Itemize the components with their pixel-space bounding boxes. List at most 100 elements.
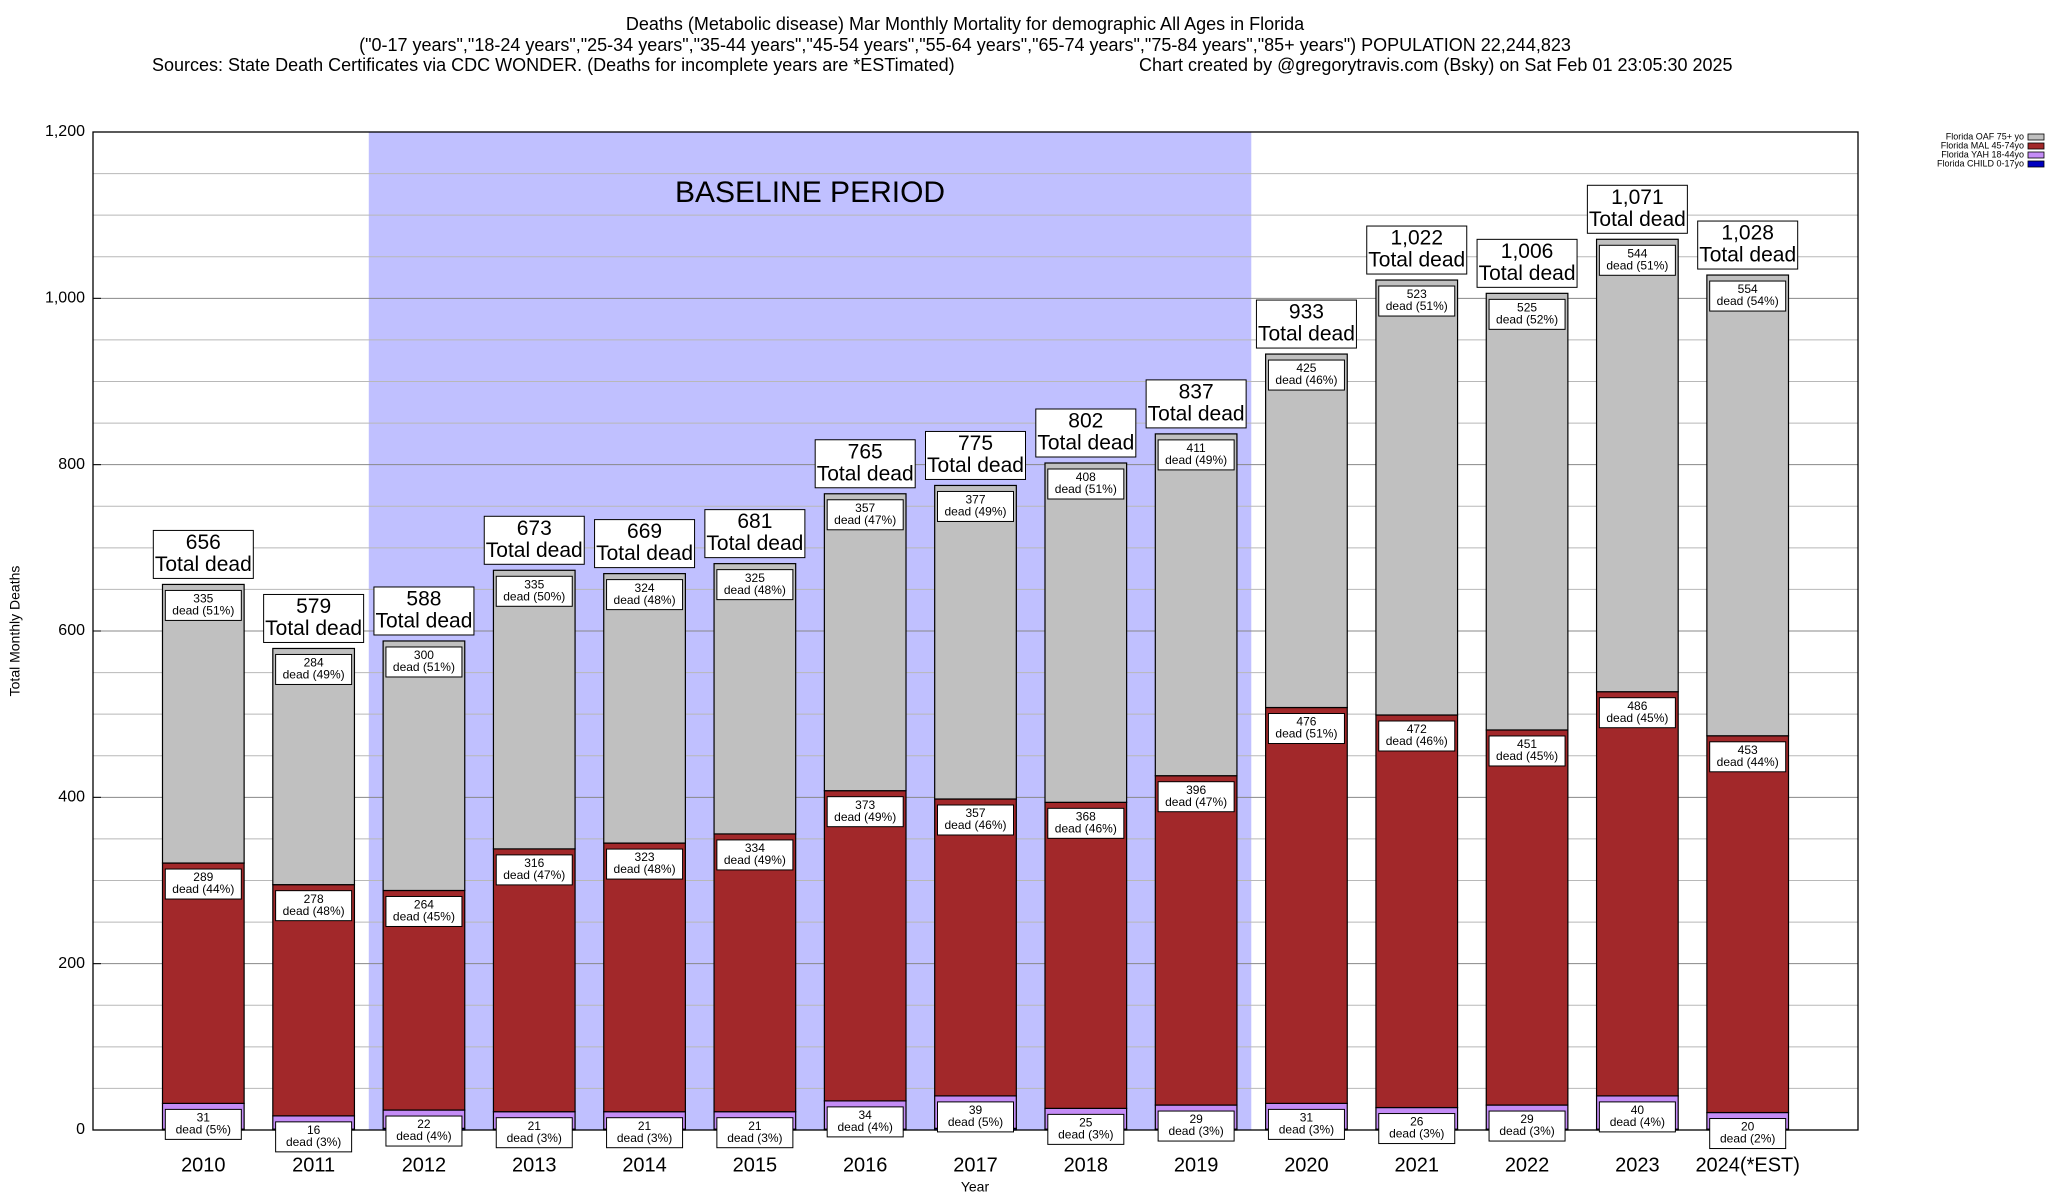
segment-label-box [164,868,242,900]
bar-segment [1706,274,1790,737]
segment-label-caption: dead (51%) [172,604,234,618]
segment-label-value: 284 [304,656,324,670]
total-box [594,519,696,569]
segment-label-value: 22 [417,1117,431,1131]
segment-label-value: 544 [1627,246,1647,260]
segment-label-caption: dead (49%) [834,810,896,824]
total-box [152,529,254,579]
segment-label-box [1267,359,1345,391]
y-tick-label: 1,000 [45,290,85,307]
bar-segment [1265,353,1348,709]
bar-segment [272,884,356,1117]
segment-label-caption: dead (46%) [1275,373,1337,387]
total-caption: Total dead [1368,249,1465,272]
segment-label-value: 29 [1189,1112,1203,1126]
segment-label-value: 476 [1296,715,1316,729]
bar-segment [1375,279,1459,716]
segment-label-value: 324 [635,581,655,595]
x-tick-label: 2014 [622,1154,667,1176]
segment-label-caption: dead (48%) [614,593,676,607]
segment-label-value: 21 [748,1119,762,1133]
total-caption: Total dead [706,532,803,555]
segment-label-box [606,848,684,880]
segment-label-caption: dead (2%) [1720,1132,1775,1146]
segment-label-value: 396 [1186,783,1206,797]
segment-label-value: 523 [1407,287,1427,301]
total-caption: Total dead [1589,208,1686,231]
x-tick-label: 2023 [1615,1154,1660,1176]
legend-swatch [2027,133,2045,141]
segment-label-value: 486 [1627,699,1647,713]
segment-label-caption: dead (4%) [1610,1115,1665,1129]
segment-label-box [1157,439,1235,471]
bar-segment [823,790,907,1102]
chart-source: Sources: State Death Certificates via CD… [152,55,955,75]
total-value: 673 [517,517,552,540]
segment-label-box [937,1101,1014,1133]
bar-segment [492,569,576,850]
segment-label-caption: dead (3%) [1279,1123,1334,1137]
segment-label-caption: dead (52%) [1496,313,1558,327]
total-value: 588 [406,588,441,611]
segment-label-caption: dead (50%) [503,589,565,603]
total-box [1697,220,1799,270]
y-tick-label: 0 [76,1121,85,1138]
x-tick-label: 2016 [843,1154,888,1176]
segment-label-caption: dead (45%) [1606,711,1668,725]
y-tick-label: 400 [58,789,85,806]
bar-segment [603,842,686,1113]
segment-label-value: 368 [1076,809,1096,823]
bar-segment [1044,462,1128,803]
segment-label-box [1488,1110,1566,1142]
segment-label-caption: dead (5%) [176,1123,231,1137]
segment-label-box [1378,720,1456,752]
segment-label-value: 554 [1738,282,1758,296]
segment-label-caption: dead (46%) [1386,734,1448,748]
segment-label-box [275,1121,353,1153]
segment-label-value: 289 [193,870,213,884]
segment-label-caption: dead (51%) [1606,258,1668,272]
total-value: 1,022 [1390,227,1443,250]
total-value: 1,006 [1501,240,1554,263]
segment-label-caption: dead (49%) [944,505,1006,519]
x-tick-label: 2012 [402,1154,447,1176]
segment-label-value: 20 [1741,1120,1755,1134]
segment-label-caption: dead (3%) [1499,1124,1554,1138]
segment-label-value: 278 [304,892,324,906]
segment-label-box [495,575,573,607]
bar-segment [1706,735,1790,1114]
segment-label-caption: dead (47%) [834,513,896,527]
x-tick-label: 2015 [733,1154,778,1176]
x-tick-label: 2018 [1064,1154,1109,1176]
segment-label-caption: dead (3%) [507,1131,562,1145]
total-caption: Total dead [1699,244,1796,267]
segment-label-box [1488,298,1566,330]
legend-swatch [2027,160,2045,168]
segment-label-value: 335 [524,577,544,591]
segment-label-box [1267,1108,1345,1140]
total-value: 669 [627,520,662,543]
bar-segment [934,798,1017,1097]
x-tick-label: 2022 [1505,1154,1550,1176]
bar-segment [1044,801,1128,1109]
segment-label-box [1047,468,1125,500]
segment-label-value: 39 [969,1103,983,1117]
segment-label-caption: dead (48%) [283,904,345,918]
total-caption: Total dead [375,610,472,633]
total-value: 579 [296,595,331,618]
legend-label: Florida OAF 75+ yo [1946,131,2024,141]
segment-label-caption: dead (3%) [1058,1128,1113,1142]
segment-label-box [826,1106,904,1138]
total-caption: Total dead [596,542,693,565]
bar-segment [1485,292,1569,731]
total-box [1145,379,1247,429]
segment-label-box [937,490,1014,522]
bar-segment [382,640,466,892]
segment-label-box [1488,735,1566,767]
total-caption: Total dead [155,553,252,576]
legend-label: Florida YAH 18-44yo [1941,149,2024,159]
segment-label-caption: dead (3%) [1168,1124,1223,1138]
segment-label-value: 316 [524,856,544,870]
